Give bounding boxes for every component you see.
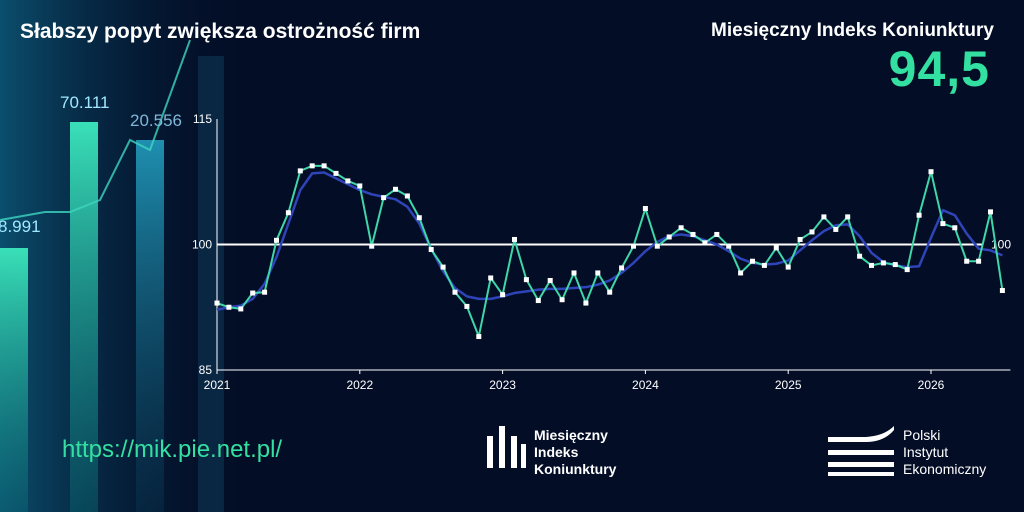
mik-logo-icon: [487, 426, 526, 468]
monthly-data-point: [345, 178, 351, 184]
bg-bar: [70, 122, 98, 512]
bg-number: 8.991: [0, 217, 41, 236]
monthly-data-point: [631, 243, 636, 249]
x-tick-label: 2022: [346, 378, 373, 392]
monthly-data-point: [642, 206, 648, 212]
monthly-data-point: [357, 183, 363, 189]
monthly-data-point: [654, 243, 660, 249]
monthly-data-point: [964, 258, 970, 264]
monthly-data-point: [880, 260, 886, 266]
monthly-data-point: [797, 236, 803, 242]
monthly-data-point: [904, 267, 910, 273]
monthly-data-point: [619, 265, 625, 271]
monthly-data-point: [666, 234, 672, 240]
monthly-data-point: [226, 304, 232, 310]
monthly-data-point: [988, 209, 993, 215]
monthly-data-point: [428, 247, 434, 253]
monthly-data-point: [952, 225, 958, 231]
monthly-data-point: [250, 290, 256, 296]
monthly-data-point: [523, 277, 529, 283]
smoothed-series-line: [216, 171, 1003, 311]
monthly-data-point: [321, 163, 327, 169]
y-tick-label: 115: [193, 112, 212, 126]
x-tick-label: 2024: [632, 378, 659, 392]
monthly-data-point: [547, 277, 553, 283]
monthly-data-point: [785, 264, 791, 270]
monthly-data-point: [690, 231, 696, 237]
monthly-data-point: [393, 186, 398, 192]
monthly-data-point: [512, 236, 517, 242]
monthly-data-point: [916, 212, 922, 218]
monthly-data-point: [440, 264, 446, 270]
monthly-data-point: [309, 163, 315, 169]
monthly-data-point: [274, 237, 279, 243]
monthly-data-point: [857, 253, 863, 259]
monthly-data-point: [285, 210, 291, 216]
y-tick-label: 85: [199, 363, 213, 377]
x-tick-label: 2023: [489, 378, 516, 392]
bg-trend-line: [0, 39, 191, 221]
monthly-data-point: [999, 288, 1005, 294]
monthly-data-point: [214, 300, 220, 306]
index-value: 94,5: [888, 41, 990, 97]
monthly-data-point: [404, 193, 410, 199]
pie-logo-text: Polski Instytut Ekonomiczny: [903, 427, 987, 477]
x-tick-label: 2021: [204, 378, 231, 392]
bg-number: 70.111: [60, 93, 109, 112]
monthly-data-point: [869, 262, 874, 268]
monthly-data-point: [750, 258, 755, 264]
monthly-data-point: [571, 270, 577, 276]
bg-number: 20.556: [130, 111, 182, 130]
monthly-data-point: [583, 300, 589, 306]
monthly-data-point: [761, 262, 767, 268]
monthly-data-point: [976, 258, 982, 264]
monthly-data-point: [773, 245, 779, 251]
monthly-data-point: [702, 240, 708, 246]
monthly-data-point: [928, 169, 934, 175]
monthly-data-point: [500, 292, 506, 298]
monthly-data-point: [595, 270, 601, 276]
monthly-data-point: [892, 262, 898, 268]
monthly-series-line: [216, 164, 1004, 338]
monthly-data-point: [845, 214, 851, 220]
x-tick-label: 2026: [918, 378, 945, 392]
monthly-data-point: [452, 289, 458, 295]
monthly-data-point: [607, 289, 613, 295]
monthly-data-point: [833, 226, 839, 232]
monthly-data-point: [940, 221, 946, 227]
y-tick-label: 100: [192, 238, 212, 252]
monthly-data-point: [821, 214, 827, 220]
monthly-data-point: [809, 229, 815, 235]
monthly-data-point: [464, 303, 470, 309]
monthly-data-point: [488, 275, 494, 281]
monthly-data-point: [381, 195, 387, 201]
monthly-data-point: [297, 168, 303, 174]
monthly-data-point: [738, 270, 744, 276]
page-title: Słabszy popyt zwiększa ostrożność firm: [20, 20, 421, 43]
pie-logo-icon: [828, 426, 894, 476]
monthly-data-point: [476, 334, 482, 340]
monthly-data-point: [262, 289, 268, 295]
website-link[interactable]: https://mik.pie.net.pl/: [62, 436, 283, 463]
monthly-data-point: [678, 225, 684, 231]
index-label: Miesięczny Indeks Koniunktury: [711, 20, 994, 41]
bg-bar: [198, 56, 224, 512]
monthly-data-point: [714, 231, 720, 237]
bg-bar: [0, 248, 28, 512]
monthly-data-point: [416, 215, 422, 221]
x-tick-label: 2025: [775, 378, 802, 392]
bg-bar: [136, 140, 164, 512]
monthly-data-point: [238, 306, 244, 312]
monthly-data-point: [369, 243, 375, 249]
monthly-data-point: [559, 297, 565, 303]
mik-logo-text: Miesięczny Indeks Koniunktury: [534, 427, 617, 477]
monthly-data-point: [726, 243, 732, 249]
monthly-data-point: [535, 298, 541, 304]
monthly-data-point: [333, 170, 339, 176]
